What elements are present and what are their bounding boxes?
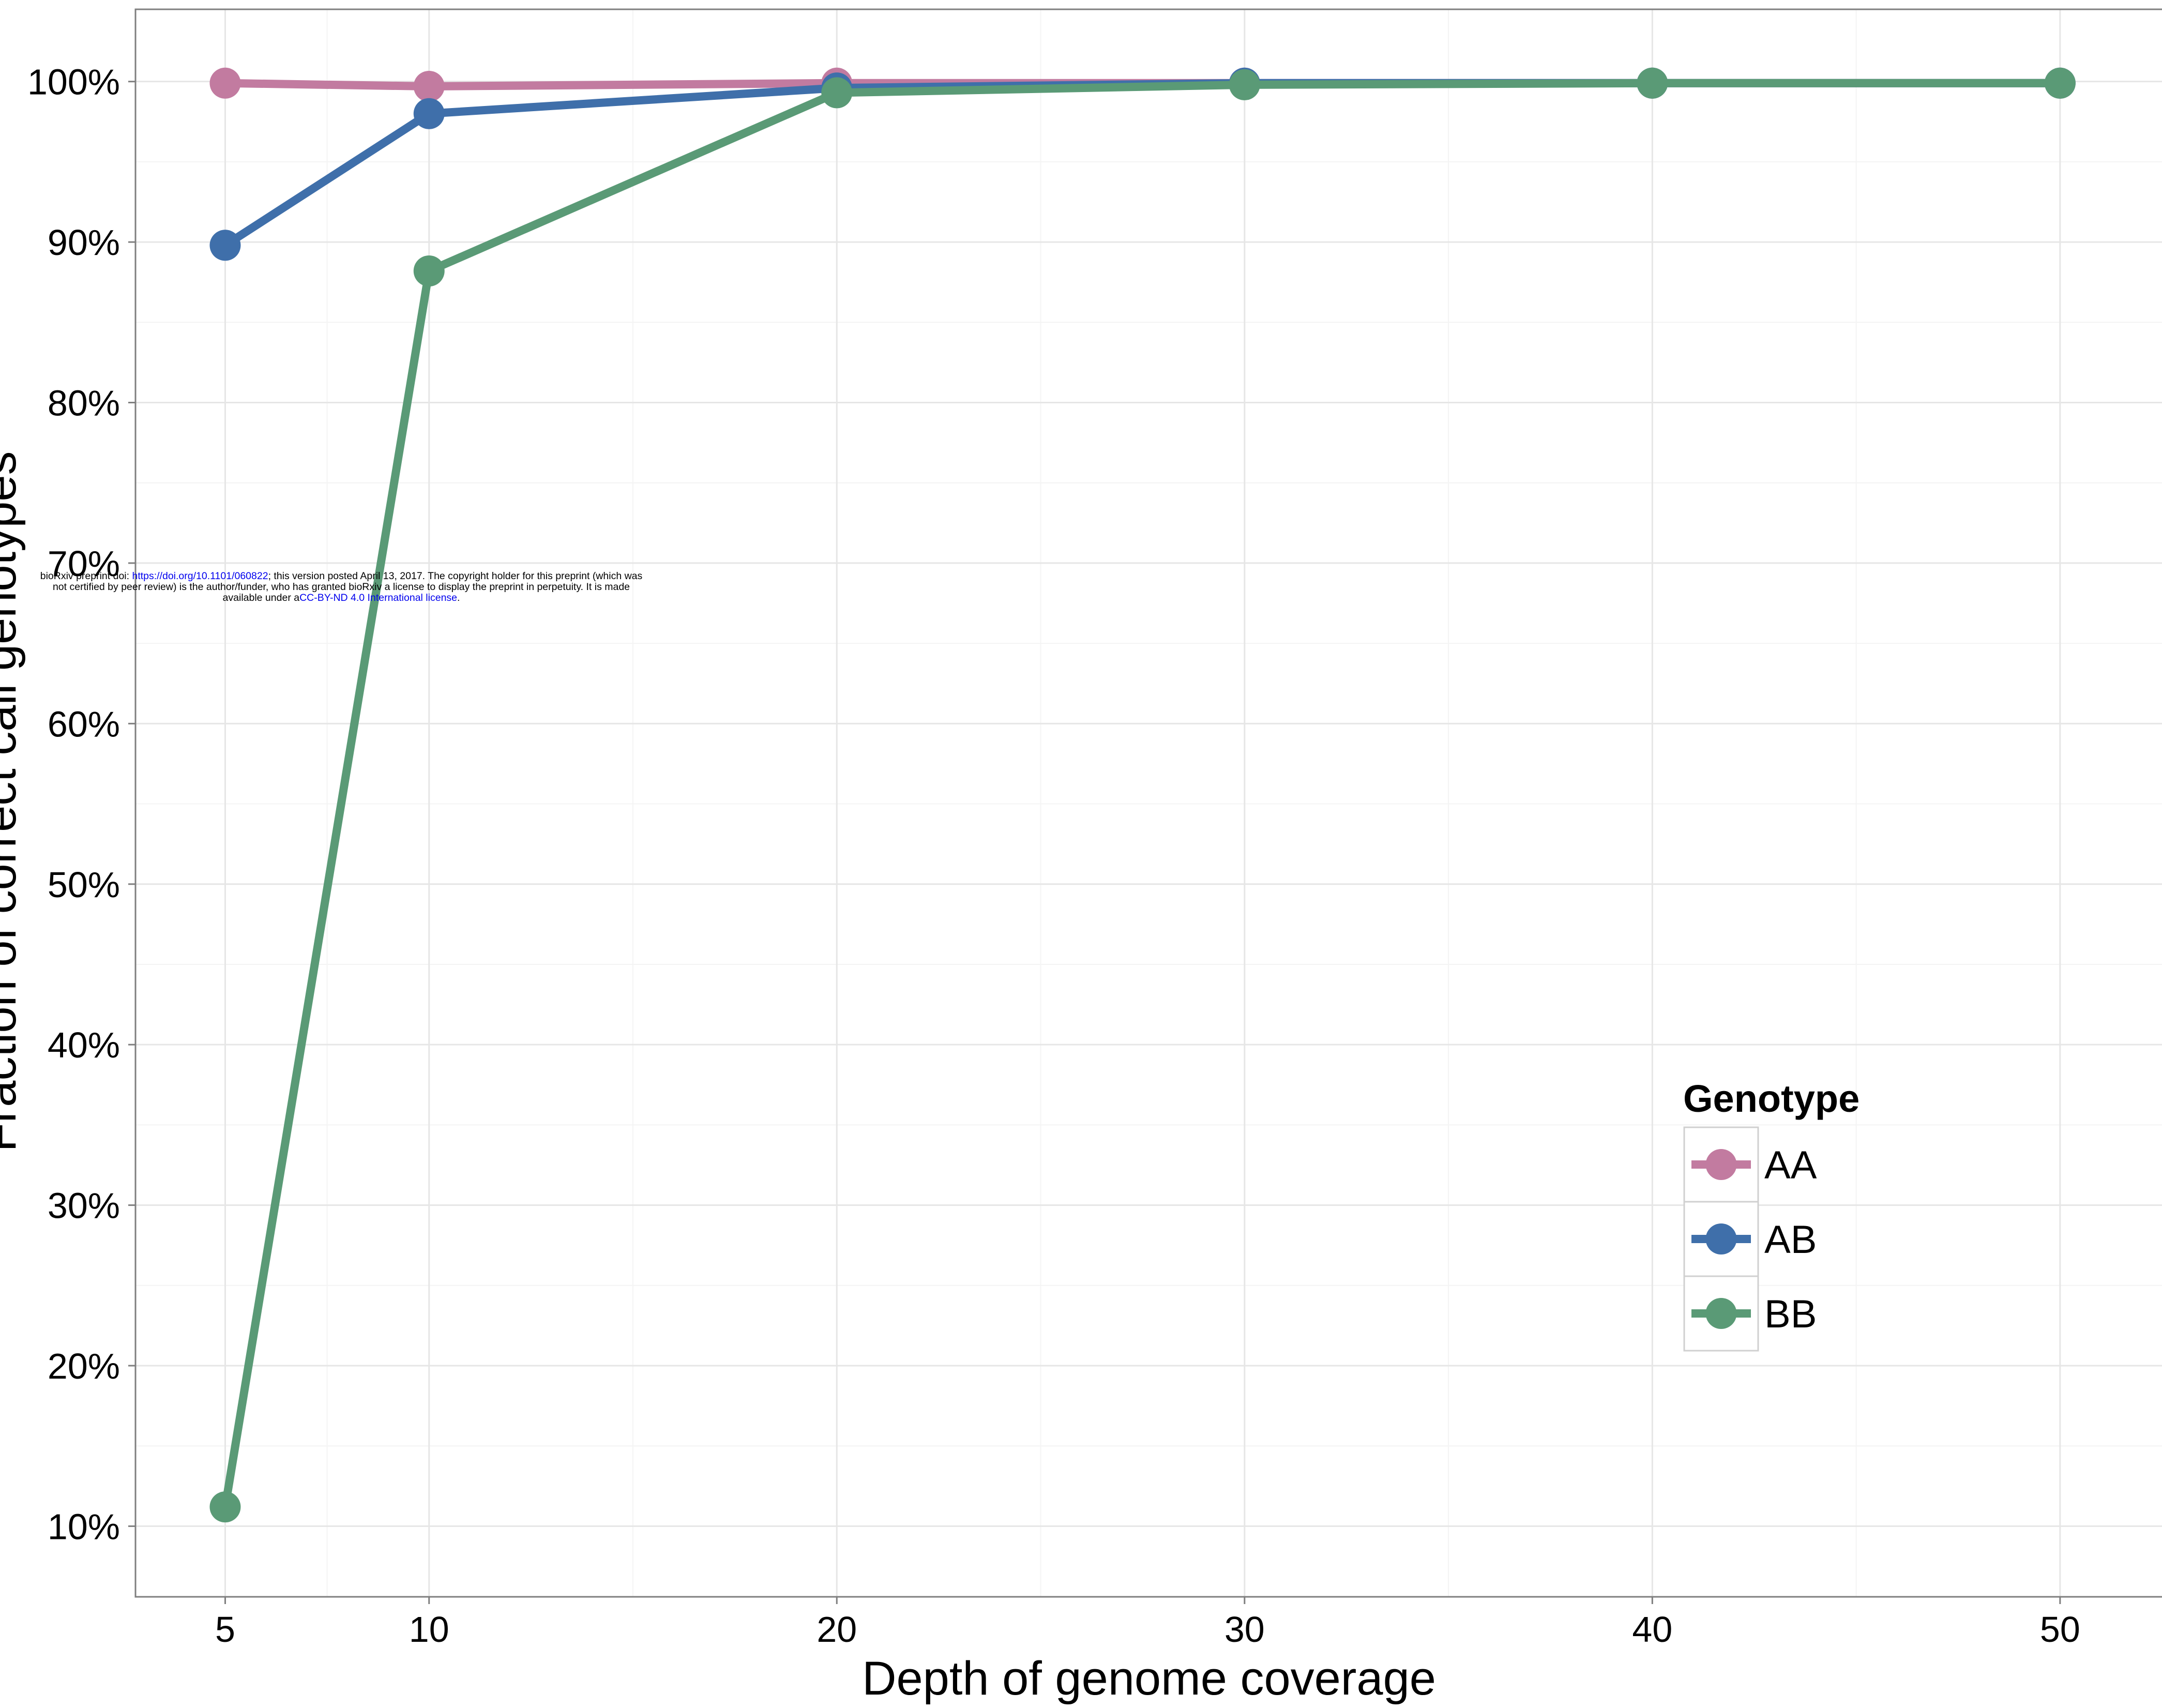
y-tick-label: 100% bbox=[27, 62, 120, 102]
y-tick-label: 70% bbox=[48, 543, 120, 584]
y-tick-label: 40% bbox=[48, 1025, 120, 1065]
minor-gridlines bbox=[135, 9, 2162, 1597]
legend-key-point bbox=[1705, 1149, 1737, 1180]
y-axis-title: Fraction of correct call genotypes bbox=[0, 451, 26, 1152]
data-point-aa bbox=[413, 70, 445, 102]
data-point-bb bbox=[413, 255, 445, 286]
y-tick-label: 50% bbox=[48, 865, 120, 905]
data-point-ab bbox=[209, 230, 241, 261]
axis-ticks bbox=[128, 81, 2061, 1604]
data-point-bb bbox=[821, 77, 853, 109]
series-layer bbox=[209, 67, 2076, 1523]
legend-key-point bbox=[1705, 1223, 1737, 1254]
preprint-notice-text: ; this version posted April 13, 2017. Th… bbox=[268, 570, 643, 582]
x-tick-label: 20 bbox=[817, 1609, 857, 1650]
y-tick-label: 60% bbox=[48, 704, 120, 744]
legend-item-ab: AB bbox=[1683, 1201, 1817, 1277]
series-line-bb bbox=[221, 79, 2064, 1511]
data-point-aa bbox=[209, 67, 241, 99]
legend-title: Genotype bbox=[1683, 1077, 1859, 1120]
doi-link[interactable]: https://doi.org/10.1101/060822 bbox=[132, 570, 268, 582]
plot-panel-border bbox=[134, 8, 2162, 1598]
license-link[interactable]: CC-BY-ND 4.0 International license bbox=[299, 592, 458, 603]
legend-key-point bbox=[1705, 1298, 1737, 1329]
legend: Genotype AA AB BB bbox=[1683, 1077, 1859, 1352]
legend-label-ab: AB bbox=[1764, 1218, 1817, 1262]
series-bb bbox=[209, 67, 2076, 1523]
data-point-bb bbox=[2044, 67, 2076, 99]
y-tick-label: 90% bbox=[48, 222, 120, 263]
data-point-ab bbox=[413, 98, 445, 129]
preprint-notice: bioRxiv preprint doi: https://doi.org/10… bbox=[0, 571, 683, 603]
preprint-notice-text: available under a bbox=[222, 592, 300, 603]
x-tick-labels: 5 10 20 30 40 50 bbox=[215, 1609, 2080, 1650]
preprint-notice-line-3: available under aCC-BY-ND 4.0 Internatio… bbox=[0, 593, 683, 603]
legend-item-aa: AA bbox=[1683, 1126, 1817, 1203]
y-tick-label: 10% bbox=[48, 1506, 120, 1547]
x-tick-label: 30 bbox=[1224, 1609, 1265, 1650]
data-point-bb bbox=[1637, 67, 1668, 99]
data-point-bb bbox=[1229, 69, 1260, 100]
legend-label-aa: AA bbox=[1764, 1143, 1817, 1187]
y-tick-labels: 10% 20% 30% 40% 50% 60% 70% 80% 90% 100% bbox=[27, 62, 120, 1547]
x-tick-label: 40 bbox=[1632, 1609, 1672, 1650]
x-axis-title: Depth of genome coverage bbox=[862, 1652, 1436, 1705]
data-point-bb bbox=[209, 1491, 241, 1523]
preprint-notice-text: bioRxiv preprint doi: bbox=[40, 570, 132, 582]
legend-item-bb: BB bbox=[1683, 1275, 1817, 1352]
x-tick-label: 5 bbox=[215, 1609, 235, 1650]
preprint-notice-text: . bbox=[457, 592, 460, 603]
x-tick-label: 10 bbox=[409, 1609, 449, 1650]
y-tick-label: 30% bbox=[48, 1186, 120, 1226]
preprint-notice-line-2: not certified by peer review) is the aut… bbox=[52, 581, 630, 593]
x-tick-label: 50 bbox=[2040, 1609, 2080, 1650]
major-gridlines bbox=[135, 9, 2162, 1597]
preprint-notice-line-1: bioRxiv preprint doi: https://doi.org/10… bbox=[0, 571, 683, 582]
y-tick-label: 20% bbox=[48, 1346, 120, 1386]
y-tick-label: 80% bbox=[48, 383, 120, 424]
legend-label-bb: BB bbox=[1764, 1292, 1817, 1336]
